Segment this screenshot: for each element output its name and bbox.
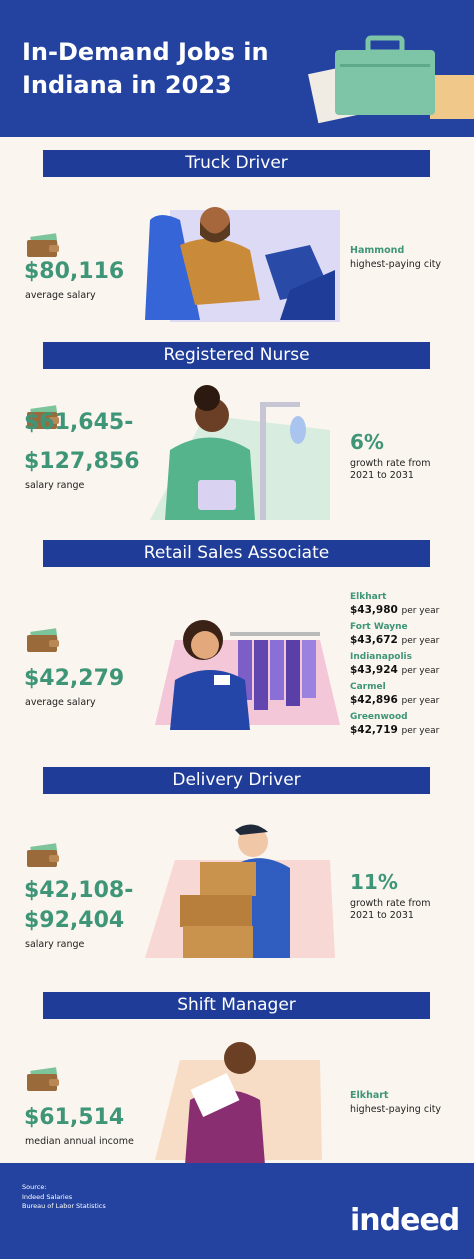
city-name: Indianapolis: [350, 652, 412, 662]
wallet-icon: [27, 843, 59, 867]
footer: [0, 1163, 474, 1259]
pay-unit: per year: [401, 726, 440, 736]
city-name: Elkhart: [350, 592, 387, 602]
source-label: Source:: [22, 1183, 47, 1191]
city-pay: $42,719 per year: [350, 724, 439, 736]
side-text: growth rate from: [350, 458, 431, 469]
pay-unit: per year: [401, 636, 440, 646]
side-stat: 6%: [350, 430, 384, 454]
wallet-icon: [27, 405, 59, 429]
salary-label: salary range: [25, 939, 85, 950]
side-text: highest-paying city: [350, 259, 442, 270]
pay-value: $42,896: [350, 694, 398, 706]
source: Indeed Salaries: [22, 1193, 73, 1201]
wallet-icon: [27, 628, 59, 652]
pay-unit: per year: [401, 696, 440, 706]
salary-label: median annual income: [25, 1136, 134, 1147]
city-name: Greenwood: [350, 712, 408, 722]
side-highlight: Hammond: [350, 245, 405, 256]
side-stat: 11%: [350, 870, 398, 894]
pay-unit: per year: [401, 666, 440, 676]
pay-value: $43,980: [350, 604, 398, 616]
salary: $92,404: [24, 908, 125, 933]
side-text: growth rate from: [350, 898, 431, 909]
salary: $80,116: [24, 259, 125, 284]
city-pay: $43,980 per year: [350, 604, 439, 616]
pay-unit: per year: [401, 606, 440, 616]
salary: $61,645-: [24, 410, 134, 435]
logo: indeed: [350, 1203, 460, 1238]
job-banner: Retail Sales Associate: [43, 540, 430, 567]
city-pay: $42,896 per year: [350, 694, 439, 706]
city-name: Fort Wayne: [350, 622, 408, 632]
side-text: 2021 to 2031: [350, 910, 414, 921]
city-pay: $43,924 per year: [350, 664, 439, 676]
title: In-Demand Jobs in Indiana in 2023: [22, 38, 269, 99]
side-text: 2021 to 2031: [350, 470, 414, 481]
salary: $42,279: [24, 666, 125, 691]
job-banner: Shift Manager: [43, 992, 430, 1019]
job-banner: Delivery Driver: [43, 767, 430, 794]
side-highlight: Elkhart: [350, 1090, 389, 1101]
source: Bureau of Labor Statistics: [22, 1202, 106, 1210]
salary: $127,856: [24, 449, 140, 474]
city-name: Carmel: [350, 682, 386, 692]
salary-label: average salary: [25, 697, 96, 708]
job-banner: Truck Driver: [43, 150, 430, 177]
salary: $61,514: [24, 1105, 125, 1130]
city-pay: $43,672 per year: [350, 634, 439, 646]
pay-value: $43,924: [350, 664, 398, 676]
pay-value: $43,672: [350, 634, 398, 646]
job-banner: Registered Nurse: [43, 342, 430, 369]
side-text: highest-paying city: [350, 1104, 442, 1115]
salary: $42,108-: [24, 878, 134, 903]
salary-label: average salary: [25, 290, 96, 301]
salary-label: salary range: [25, 480, 85, 491]
wallet-icon: [27, 1067, 59, 1091]
pay-value: $42,719: [350, 724, 398, 736]
wallet-icon: [27, 233, 59, 257]
